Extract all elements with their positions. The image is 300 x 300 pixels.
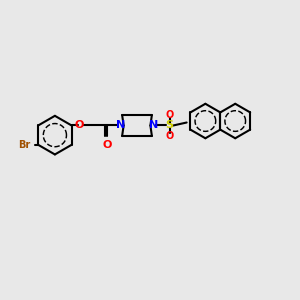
Text: O: O: [166, 110, 174, 120]
Text: O: O: [74, 121, 84, 130]
Text: O: O: [166, 131, 174, 141]
Text: S: S: [166, 121, 174, 130]
Text: N: N: [116, 121, 125, 130]
Text: Br: Br: [19, 140, 31, 150]
Text: O: O: [103, 140, 112, 150]
Text: N: N: [149, 121, 158, 130]
